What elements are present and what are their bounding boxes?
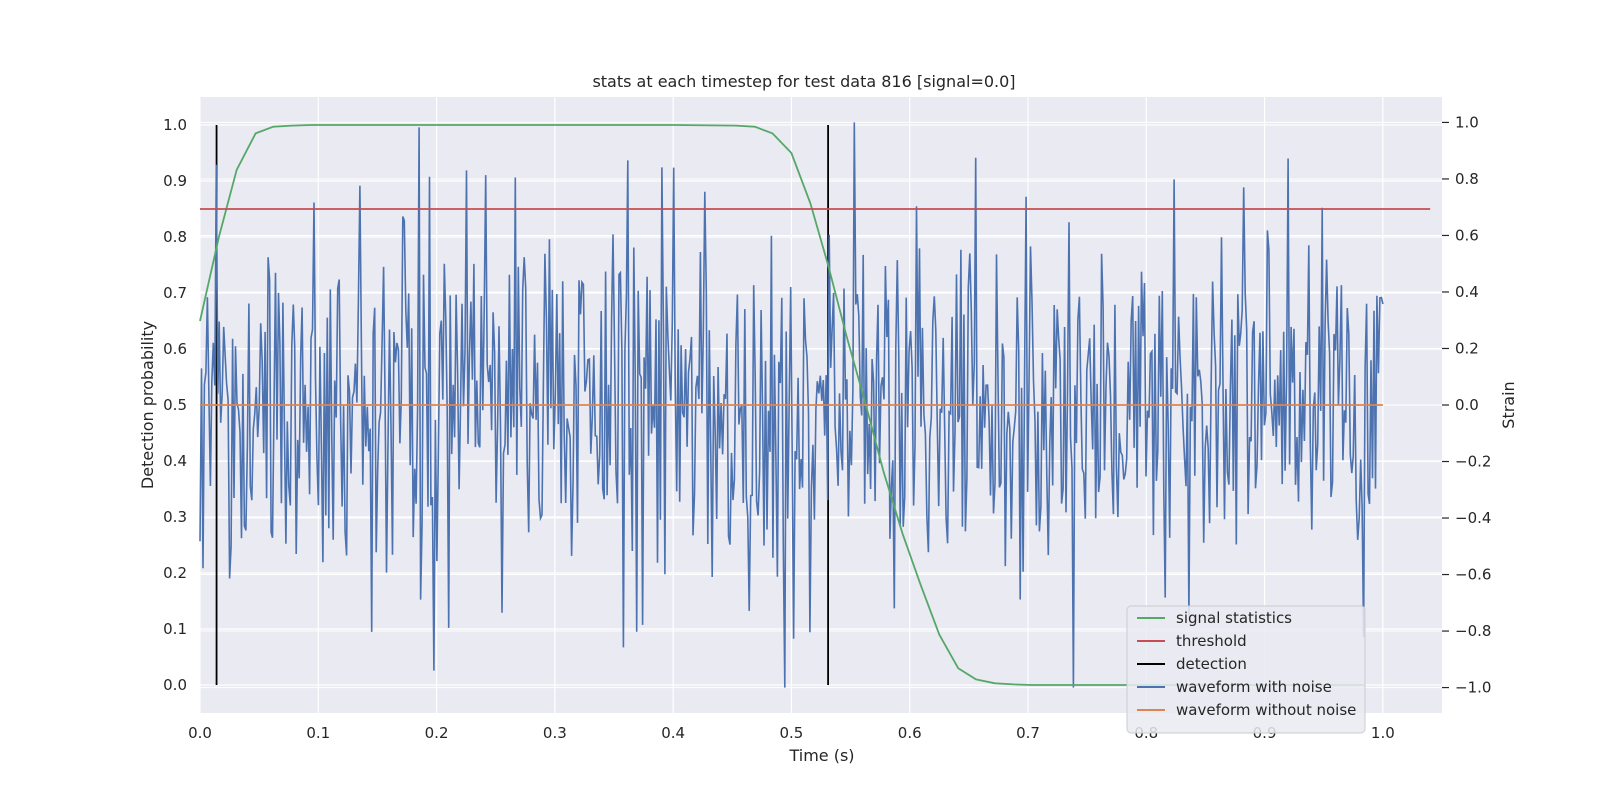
series-waveform-with-noise [199,122,1384,688]
y-tick-label-left: 0.4 [163,452,187,470]
x-tick-label: 0.7 [1016,724,1040,742]
y-tick-label-left: 0.3 [163,508,187,526]
y-tick-label-right: 1.0 [1455,113,1479,131]
legend-label: waveform with noise [1176,678,1332,696]
x-axis-label: Time (s) [788,746,854,765]
y-tick-label-left: 0.0 [163,676,187,694]
y-tick-label-right: −0.8 [1455,622,1491,640]
y-tick-label-right: 0.6 [1455,226,1479,244]
y-tick-label-right: −1.0 [1455,679,1491,697]
series-signal-statistics [199,124,1366,686]
y-tick-label-right: 0.2 [1455,339,1479,357]
chart-title: stats at each timestep for test data 816… [592,72,1015,91]
x-tick-label: 0.2 [425,724,449,742]
y-tick-label-right: 0.8 [1455,170,1479,188]
x-tick-label: 0.4 [661,724,685,742]
y-tick-label-left: 0.6 [163,340,187,358]
y-tick-label-left: 0.8 [163,228,187,246]
y-tick-label-left: 0.5 [163,396,187,414]
x-tick-label: 1.0 [1371,724,1395,742]
y-axis-label-right: Strain [1499,381,1518,428]
legend: signal statistics threshold detection wavef… [1126,605,1366,734]
y-tick-label-right: 0.0 [1455,396,1479,414]
x-tick-label: 0.6 [898,724,922,742]
x-tick-label: 0.1 [306,724,330,742]
y-tick-label-right: 0.4 [1455,283,1479,301]
y-tick-label-left: 0.2 [163,564,187,582]
legend-label: waveform without noise [1176,701,1356,719]
y-tick-label-left: 0.9 [163,172,187,190]
legend-label: detection [1176,655,1247,673]
x-tick-label: 0.3 [543,724,567,742]
y-tick-label-left: 1.0 [163,116,187,134]
legend-label: signal statistics [1176,609,1292,627]
x-tick-label: 0.5 [779,724,803,742]
series-layer [199,122,1431,688]
legend-box [1126,605,1366,734]
x-tick-label: 0.0 [188,724,212,742]
y-axis-label-left: Detection probability [138,321,157,489]
y-tick-label-right: −0.2 [1455,453,1491,471]
y-tick-label-right: −0.6 [1455,566,1491,584]
y-tick-label-left: 0.7 [163,284,187,302]
axes-layer: 0.0 0.1 0.2 0.3 0.4 0.5 0.6 0.7 0.8 0.9 1.0 0.0 0.1 0… [163,113,1491,742]
y-tick-label-left: 0.1 [163,620,187,638]
y-tick-label-right: −0.4 [1455,509,1491,527]
legend-label: threshold [1176,632,1247,650]
